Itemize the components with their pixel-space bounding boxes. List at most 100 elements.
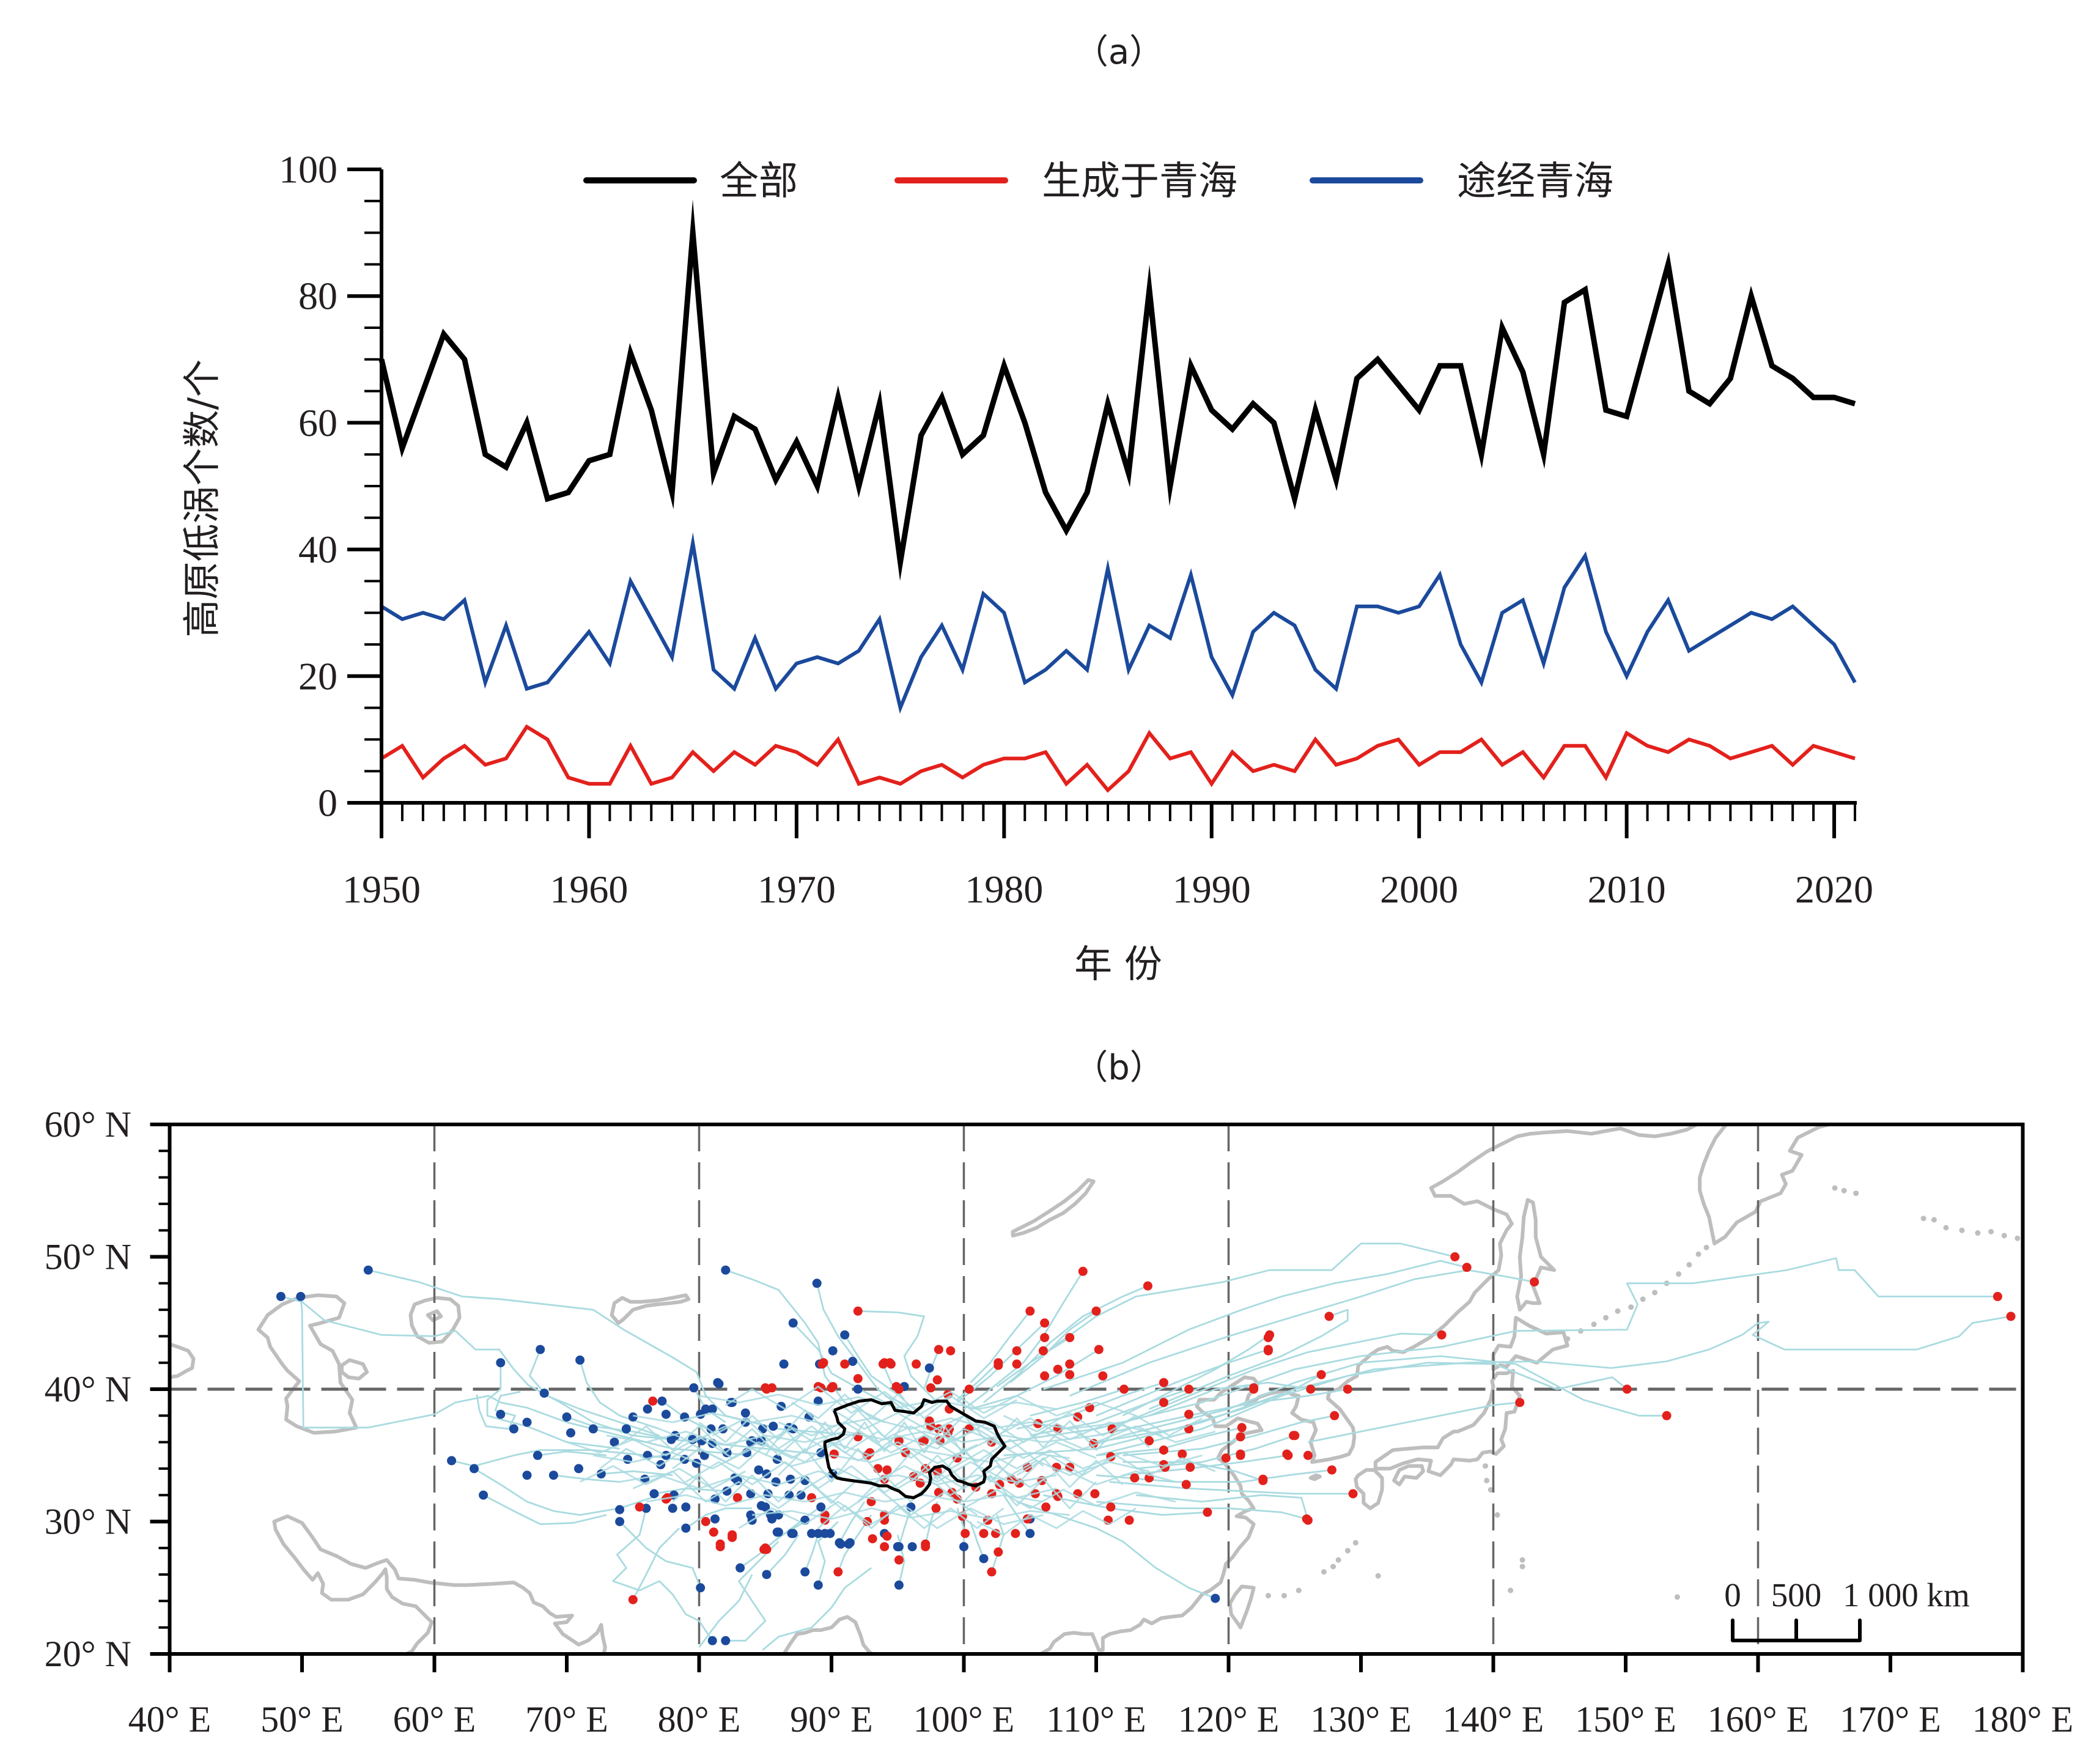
- data-point: [1105, 566, 1110, 571]
- island: [1686, 1261, 1692, 1268]
- data-point: [1085, 762, 1089, 767]
- island: [1703, 1244, 1709, 1250]
- island: [2001, 1233, 2007, 1239]
- data-point: [1105, 401, 1110, 406]
- island: [1959, 1227, 1965, 1233]
- red-dot: [1184, 1384, 1193, 1394]
- track-line: [764, 1421, 965, 1456]
- red-dot: [1178, 1449, 1187, 1459]
- island: [1943, 1225, 1949, 1231]
- data-point: [960, 452, 965, 457]
- lon-tick-label: 140° E: [1443, 1699, 1544, 1740]
- coastlines: [169, 1124, 2021, 1654]
- data-point: [1604, 775, 1609, 780]
- red-dot: [1053, 1365, 1063, 1374]
- data-point: [773, 478, 778, 482]
- data-point: [421, 610, 426, 615]
- blue-dot: [628, 1412, 638, 1422]
- data-point: [919, 769, 924, 773]
- data-point: [1189, 750, 1193, 755]
- island: [1296, 1587, 1302, 1593]
- red-dot: [964, 1384, 974, 1394]
- red-dot: [1515, 1398, 1525, 1408]
- track-line: [956, 1362, 999, 1401]
- data-point: [1437, 750, 1442, 755]
- data-point: [981, 762, 986, 767]
- track-line: [963, 1489, 1176, 1510]
- data-point: [1666, 598, 1671, 603]
- data-point: [1354, 604, 1359, 609]
- data-point: [1064, 648, 1069, 653]
- scale-bar-label-1000km: 1 000 km: [1843, 1576, 1970, 1614]
- x-axis-title: 年 份: [1074, 942, 1162, 986]
- island: [2015, 1235, 2021, 1241]
- qinghai-outline: [823, 1398, 1007, 1499]
- island: [1676, 1271, 1682, 1277]
- axes-b: 20° N 30° N 40° N 50° N 60° N 40° E 50° E 60° E…: [45, 1104, 2074, 1740]
- track-line: [672, 1474, 859, 1504]
- track-line: [566, 1436, 733, 1459]
- track-line: [632, 1470, 978, 1516]
- blue-dot: [722, 1486, 732, 1496]
- lon-tick-label: 70° E: [525, 1699, 608, 1740]
- blue-dot: [813, 1397, 823, 1406]
- track-line: [537, 1450, 607, 1456]
- blue-dot: [496, 1409, 506, 1419]
- data-point: [1375, 744, 1380, 748]
- track-line: [804, 1534, 819, 1573]
- red-dot: [1091, 1306, 1101, 1316]
- vortex-tracks: [281, 1242, 2011, 1651]
- data-point: [711, 769, 716, 773]
- data-point: [669, 775, 674, 780]
- x-tick-label: 1970: [758, 868, 836, 911]
- track-line: [844, 1334, 899, 1395]
- data-point: [1666, 262, 1671, 267]
- red-dot: [880, 1542, 890, 1552]
- island: [1832, 1185, 1838, 1191]
- data-point: [981, 591, 986, 596]
- data-point: [400, 617, 405, 622]
- scale-bar-label-0: 0: [1724, 1576, 1741, 1614]
- y-tick-label: 100: [279, 148, 337, 191]
- data-point: [1126, 769, 1131, 773]
- track-line: [1016, 1454, 1216, 1477]
- legend-label-passing: 途经青海: [1457, 159, 1613, 204]
- data-point: [1292, 496, 1297, 501]
- red-dot: [1185, 1463, 1195, 1472]
- data-point: [1147, 287, 1152, 292]
- data-point: [462, 598, 467, 603]
- track-line: [910, 1454, 1124, 1488]
- red-dot: [1237, 1423, 1247, 1433]
- red-dot: [1159, 1398, 1168, 1408]
- data-point: [1790, 604, 1795, 609]
- blue-dot: [562, 1412, 572, 1422]
- lon-tick-label: 100° E: [913, 1699, 1015, 1740]
- data-point: [566, 655, 571, 660]
- red-dot: [1106, 1502, 1116, 1512]
- data-point: [940, 623, 945, 628]
- red-dot: [1303, 1450, 1313, 1460]
- blue-dot: [813, 1580, 823, 1590]
- data-point: [1749, 750, 1753, 755]
- data-point: [1458, 363, 1463, 368]
- track-line: [990, 1515, 1005, 1573]
- island: [1344, 1548, 1351, 1554]
- blue-dot: [800, 1567, 810, 1577]
- track-line: [778, 1421, 1123, 1450]
- coastline: [1308, 1473, 1322, 1482]
- red-dot: [853, 1374, 863, 1384]
- data-point: [545, 496, 550, 501]
- data-point: [1251, 401, 1256, 406]
- track-line: [658, 1425, 1097, 1460]
- data-point: [1458, 642, 1463, 647]
- data-point: [1707, 401, 1712, 406]
- red-dot: [994, 1547, 1003, 1557]
- blue-dot: [710, 1514, 720, 1524]
- track-line: [486, 1362, 620, 1450]
- data-point: [877, 401, 882, 406]
- coastline: [340, 1358, 369, 1381]
- data-point: [1209, 408, 1214, 413]
- blue-dot: [848, 1357, 858, 1366]
- red-dot: [1040, 1371, 1050, 1381]
- red-dot: [1145, 1436, 1154, 1445]
